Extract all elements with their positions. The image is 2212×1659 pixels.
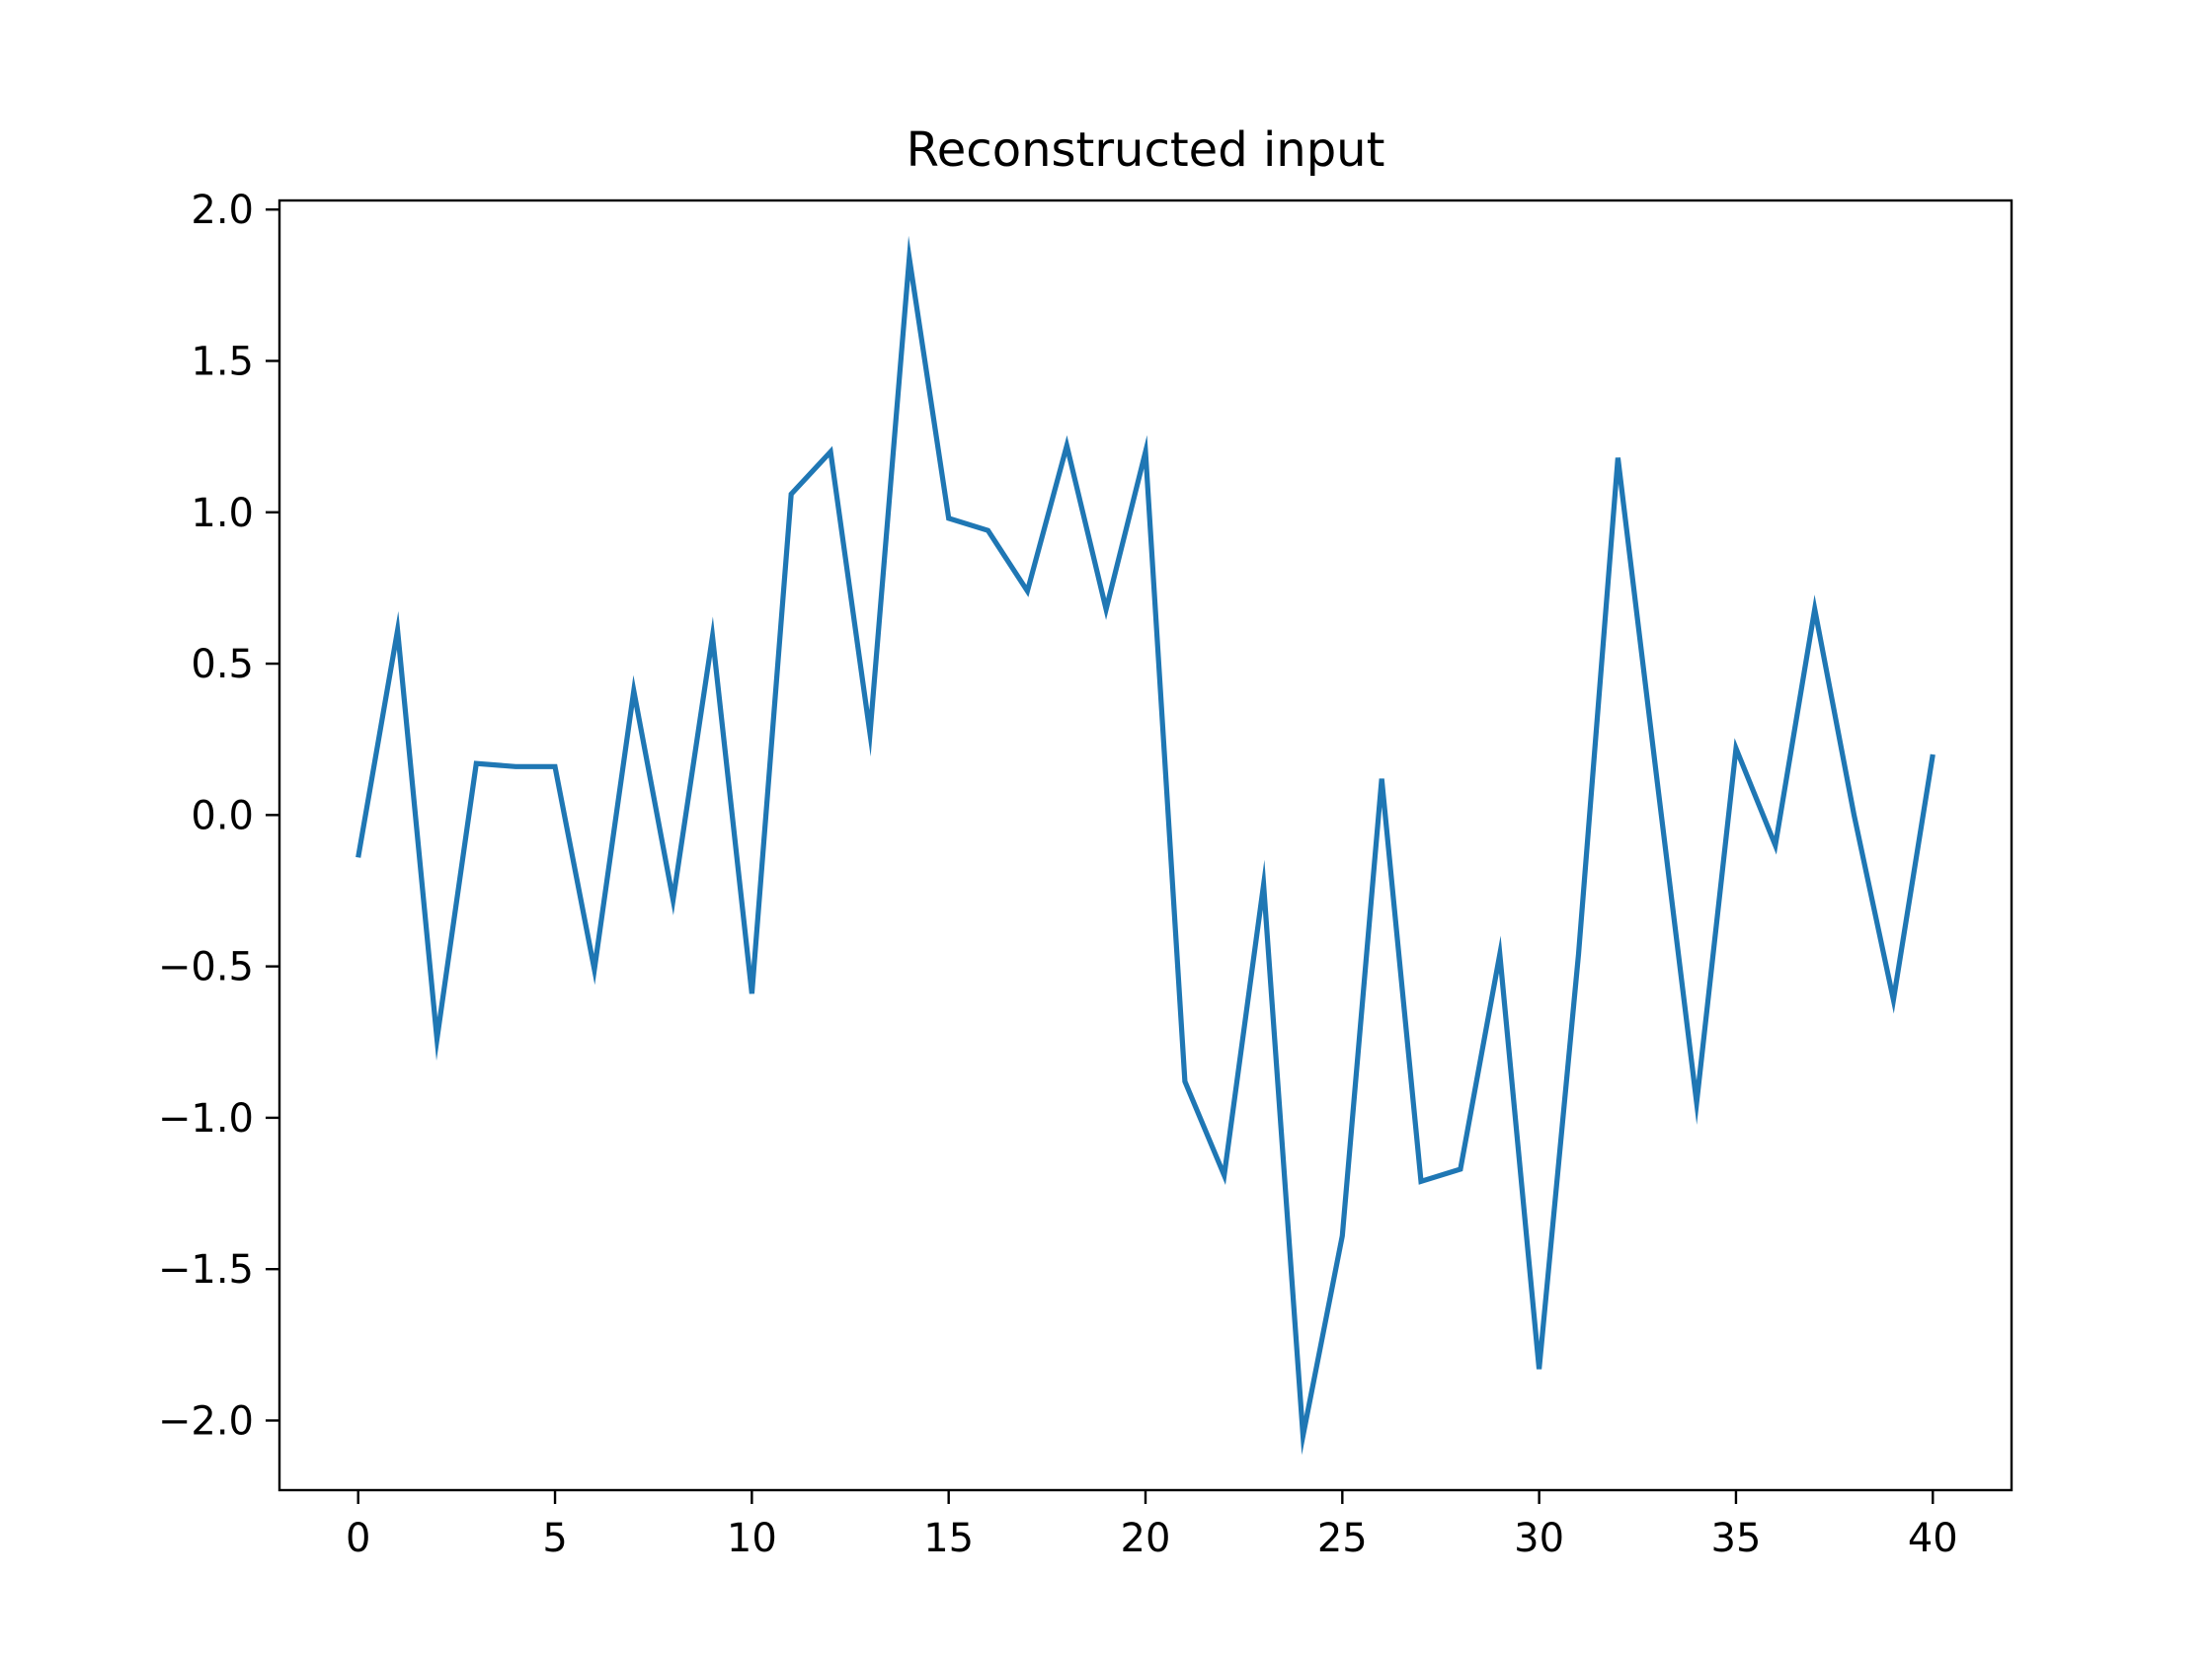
- y-tick-label: −1.5: [158, 1247, 254, 1293]
- y-tick-label: −2.0: [158, 1398, 254, 1444]
- chart-title: Reconstructed input: [907, 122, 1385, 178]
- y-tick-label: 2.0: [191, 188, 254, 233]
- x-tick-label: 25: [1317, 1516, 1368, 1561]
- y-tick-label: 0.5: [191, 642, 254, 687]
- x-tick-label: 10: [727, 1516, 777, 1561]
- x-tick-label: 0: [346, 1516, 370, 1561]
- plot-area: 0 5 10 15 20 25 30 35 40 2.0 1.5 1.0 0.5 0.0 −0.5 −1.0 −…: [158, 188, 1958, 1561]
- y-tick-label: 1.5: [191, 339, 254, 384]
- x-tick-label: 5: [542, 1516, 567, 1561]
- x-tick-label: 30: [1514, 1516, 1564, 1561]
- y-tick-label: −1.0: [158, 1096, 254, 1142]
- x-tick-label: 20: [1121, 1516, 1171, 1561]
- axes-frame: [277, 198, 2014, 1492]
- y-tick-label: −0.5: [158, 945, 254, 990]
- x-tick-label: 35: [1711, 1516, 1762, 1561]
- y-tick-label: 1.0: [191, 491, 254, 536]
- x-tick-label: 40: [1908, 1516, 1958, 1561]
- y-tick-label: 0.0: [191, 793, 254, 838]
- series-line: [356, 235, 1936, 1456]
- x-tick-label: 15: [923, 1516, 974, 1561]
